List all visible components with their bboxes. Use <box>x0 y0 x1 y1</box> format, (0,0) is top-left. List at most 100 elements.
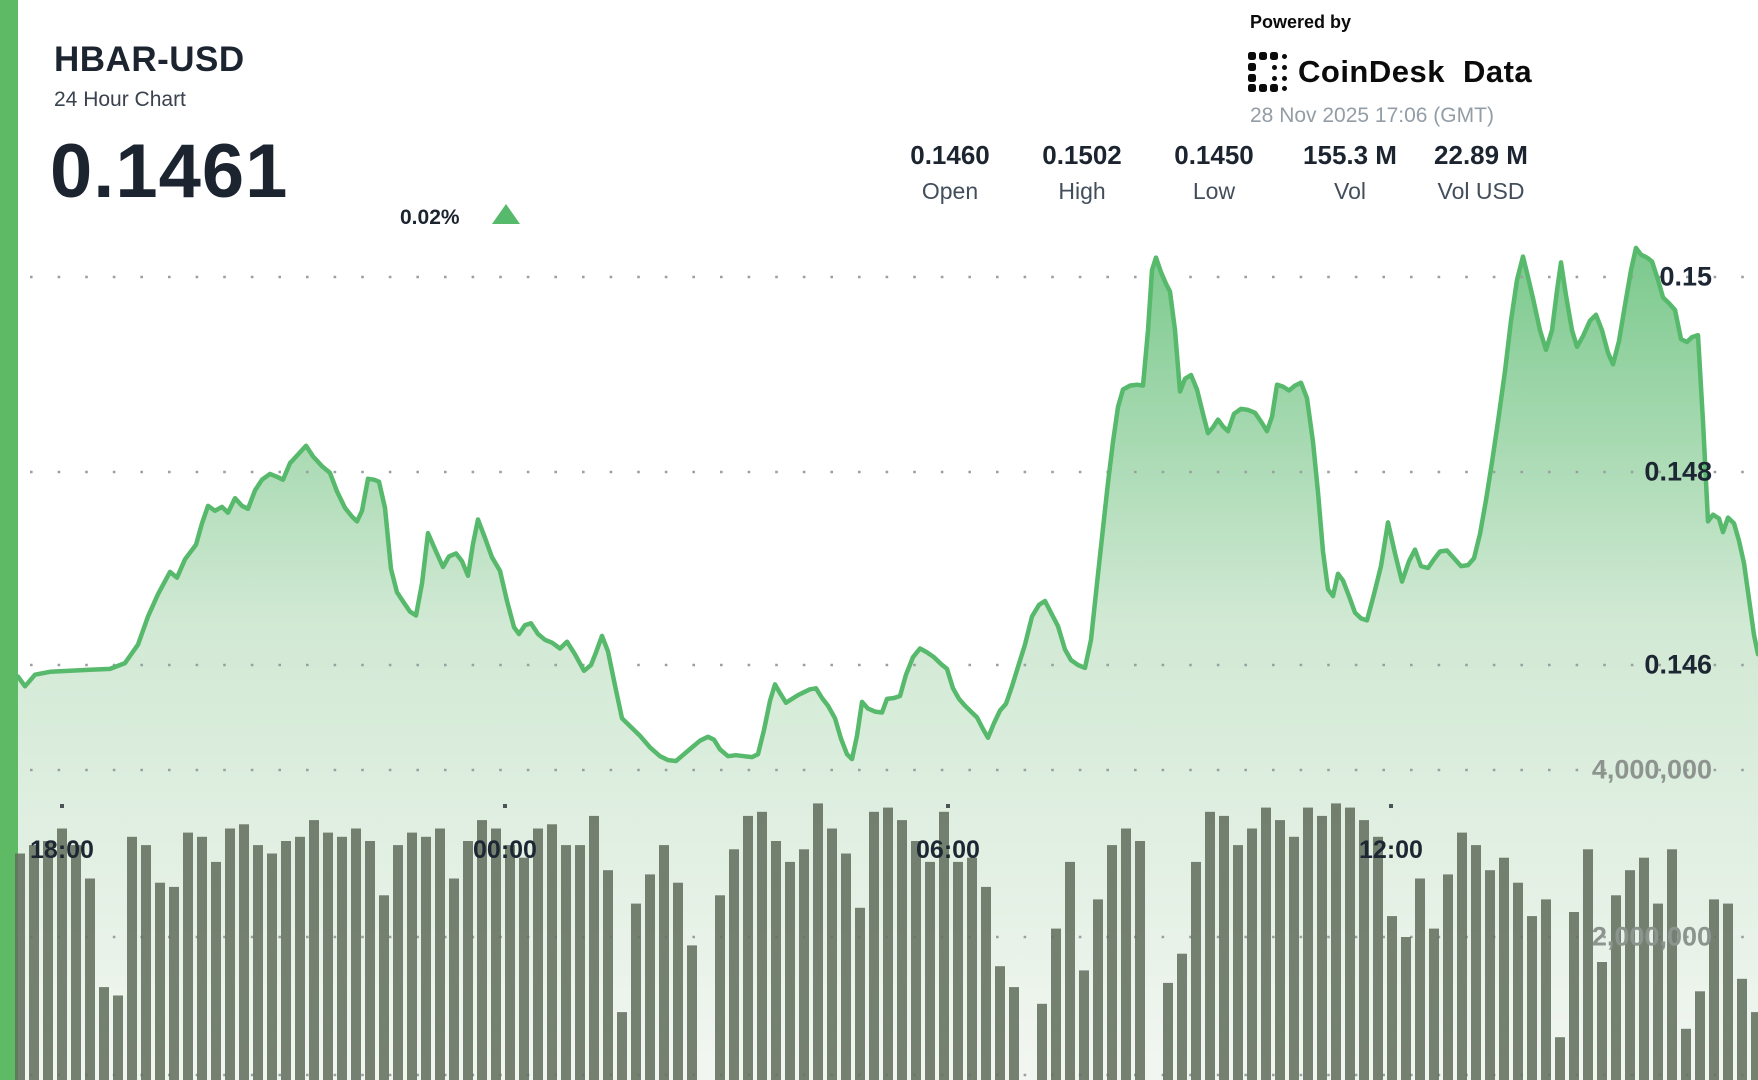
volume-bar <box>1009 987 1019 1080</box>
volume-bar <box>1569 912 1579 1080</box>
volume-bar <box>869 811 879 1080</box>
stat-value: 0.1450 <box>1174 140 1254 170</box>
volume-bar <box>841 853 851 1080</box>
volume-bar <box>1443 874 1453 1080</box>
time-axis-label: 12:00 <box>1359 836 1423 864</box>
volume-bar <box>729 849 739 1080</box>
stat-value: 155.3 M <box>1303 140 1397 170</box>
volume-bar <box>995 966 1005 1080</box>
volume-bar <box>547 824 557 1080</box>
volume-bar <box>533 828 543 1080</box>
volume-bar <box>743 815 753 1080</box>
volume-bar <box>449 878 459 1080</box>
up-arrow-icon <box>492 204 520 224</box>
volume-bar <box>1093 899 1103 1080</box>
volume-bar <box>589 815 599 1080</box>
stat-high: 0.1502 High <box>1042 140 1122 205</box>
volume-bar <box>1191 861 1201 1080</box>
page-title: HBAR-USD <box>54 40 245 79</box>
powered-by-label: Powered by <box>1250 12 1352 32</box>
volume-bar <box>1625 870 1635 1080</box>
volume-bar <box>365 841 375 1080</box>
stat-value: 0.1460 <box>910 140 990 170</box>
volume-bar <box>113 995 123 1080</box>
volume-bar <box>141 845 151 1080</box>
price-axis-label: 0.15 <box>1659 261 1712 292</box>
volume-bar <box>715 895 725 1080</box>
volume-bar <box>1121 828 1131 1080</box>
volume-bar <box>939 811 949 1080</box>
volume-axis-label: 2,000,000 <box>1591 921 1712 952</box>
volume-bar <box>1695 991 1705 1080</box>
volume-bar <box>309 820 319 1080</box>
x-tick-dot <box>60 804 64 808</box>
volume-bar <box>337 836 347 1080</box>
volume-bar <box>617 1012 627 1080</box>
volume-bar <box>855 907 865 1080</box>
volume-bar <box>1317 815 1327 1080</box>
volume-bar <box>43 841 53 1080</box>
volume-bar <box>1639 857 1649 1080</box>
volume-bar <box>1205 811 1215 1080</box>
volume-bar <box>421 836 431 1080</box>
stat-label: Low <box>1192 178 1236 204</box>
stat-vol-usd: 22.89 M Vol USD <box>1434 140 1528 205</box>
x-tick-dot <box>946 804 950 808</box>
coindesk-logo: CoinDesk Data <box>1248 52 1532 92</box>
volume-bar <box>967 857 977 1080</box>
volume-bar <box>1261 807 1271 1080</box>
stat-label: Vol USD <box>1437 178 1525 204</box>
stat-value: 22.89 M <box>1434 140 1528 170</box>
stat-open: 0.1460 Open <box>910 140 990 205</box>
time-axis-label: 06:00 <box>916 836 980 864</box>
volume-bar <box>883 807 893 1080</box>
volume-bar <box>799 849 809 1080</box>
last-updated-timestamp: 28 Nov 2025 17:06 (GMT) <box>1250 104 1494 127</box>
volume-bar <box>57 828 67 1080</box>
volume-bar <box>645 874 655 1080</box>
volume-bar <box>295 836 305 1080</box>
volume-bar <box>981 886 991 1080</box>
volume-bar <box>1513 882 1523 1080</box>
volume-bar <box>827 828 837 1080</box>
volume-bar <box>1751 1012 1758 1080</box>
volume-bar <box>463 841 473 1080</box>
change-percent: 0.02% <box>400 206 460 229</box>
volume-bar <box>1373 836 1383 1080</box>
volume-bar <box>351 828 361 1080</box>
volume-bar <box>925 861 935 1080</box>
volume-bar <box>239 824 249 1080</box>
volume-bar <box>1289 836 1299 1080</box>
volume-bar <box>1429 928 1439 1080</box>
volume-bar <box>1709 899 1719 1080</box>
stat-label: Open <box>921 178 979 204</box>
volume-bar <box>197 836 207 1080</box>
volume-bar <box>659 845 669 1080</box>
stat-value: 0.1502 <box>1042 140 1122 170</box>
volume-bar <box>1303 807 1313 1080</box>
price-line <box>15 245 1758 764</box>
stat-label: High <box>1058 178 1106 204</box>
volume-bar <box>1471 845 1481 1080</box>
chart-subtitle: 24 Hour Chart <box>54 88 186 111</box>
volume-bar <box>29 845 39 1080</box>
volume-bar <box>603 870 613 1080</box>
time-axis-label: 00:00 <box>473 836 537 864</box>
price-axis-label: 0.146 <box>1644 649 1712 680</box>
volume-bar <box>1499 857 1509 1080</box>
volume-bar <box>687 945 697 1080</box>
volume-bar <box>1387 916 1397 1080</box>
volume-bar <box>1247 828 1257 1080</box>
volume-bars <box>15 803 1758 1080</box>
volume-bar <box>1667 849 1677 1080</box>
volume-bar <box>1485 870 1495 1080</box>
volume-bar <box>435 828 445 1080</box>
x-tick-dot <box>1389 804 1393 808</box>
coindesk-dots-icon <box>1248 52 1288 92</box>
volume-bar <box>15 853 25 1080</box>
brand-name: CoinDesk <box>1298 54 1445 89</box>
volume-bar <box>407 832 417 1080</box>
volume-bar <box>561 845 571 1080</box>
